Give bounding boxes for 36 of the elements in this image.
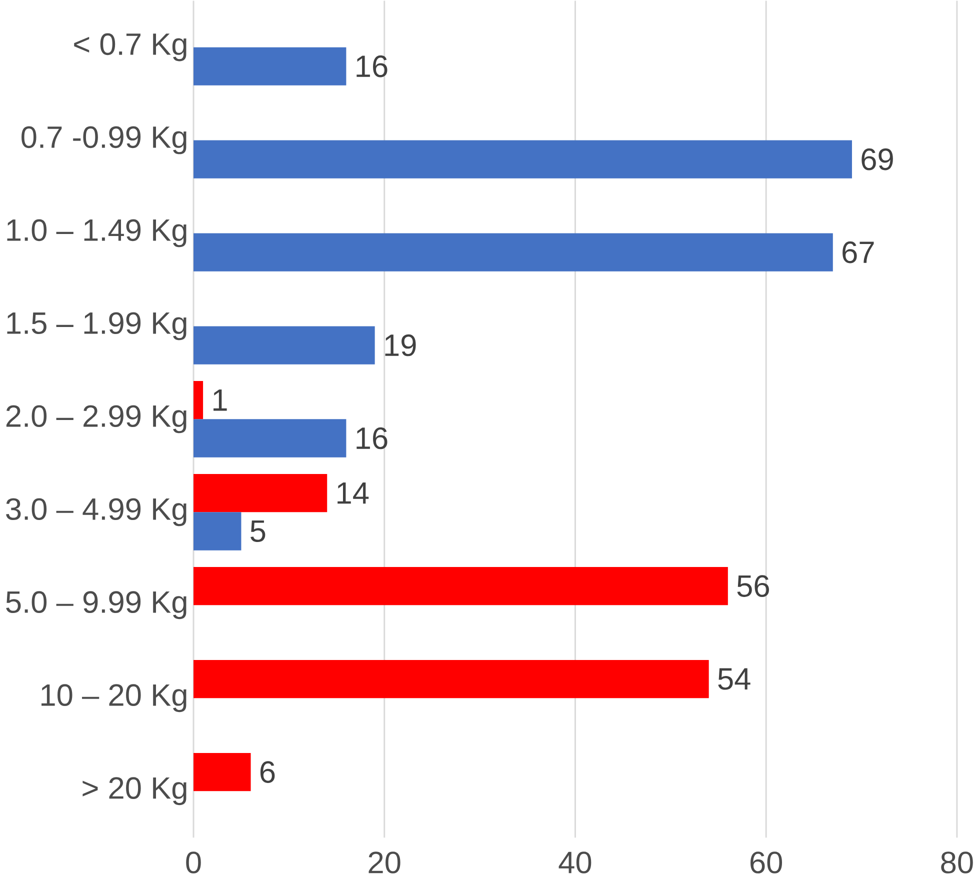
data-label: 6: [260, 760, 275, 783]
data-label: 54: [718, 668, 750, 690]
data-label: 69: [862, 148, 893, 170]
bar: [194, 140, 852, 178]
bar: [194, 474, 328, 512]
y-tick-label: 2.0 – 2.99 Kg: [6, 405, 186, 433]
data-label: 56: [737, 574, 769, 597]
data-label: 16: [356, 427, 388, 450]
y-tick-label: < 0.7 Kg: [74, 33, 186, 62]
bar: [194, 566, 728, 605]
y-tick-label: 10 – 20 Kg: [42, 684, 186, 712]
bar: [194, 752, 251, 791]
bar: [194, 660, 709, 698]
x-tick-label: 20: [368, 851, 400, 874]
data-label: 5: [250, 520, 266, 542]
x-tick-label: 80: [941, 851, 973, 874]
data-label: 1: [214, 389, 227, 411]
y-tick-label: 3.0 – 4.99 Kg: [6, 498, 186, 526]
bar: [194, 326, 375, 364]
bar: [194, 233, 833, 272]
bar: [194, 512, 242, 550]
y-tick-label: 1.0 – 1.49 Kg: [7, 219, 186, 248]
data-label: 14: [338, 482, 369, 504]
bar: [194, 419, 346, 458]
bar: [194, 47, 346, 86]
y-tick-label: > 20 Kg: [82, 776, 186, 805]
y-tick-label: 0.7 -0.99 Kg: [22, 126, 186, 154]
x-tick-label: 60: [750, 851, 782, 874]
data-label: 19: [385, 334, 416, 356]
y-tick-label: 5.0 – 9.99 Kg: [6, 591, 186, 619]
y-tick-label: 1.5 – 1.99 Kg: [7, 312, 186, 340]
bar: [194, 380, 204, 420]
data-label: 16: [356, 55, 388, 78]
x-tick-label: 0: [186, 851, 201, 874]
data-label: 67: [842, 241, 874, 264]
x-tick-label: 40: [558, 851, 592, 874]
